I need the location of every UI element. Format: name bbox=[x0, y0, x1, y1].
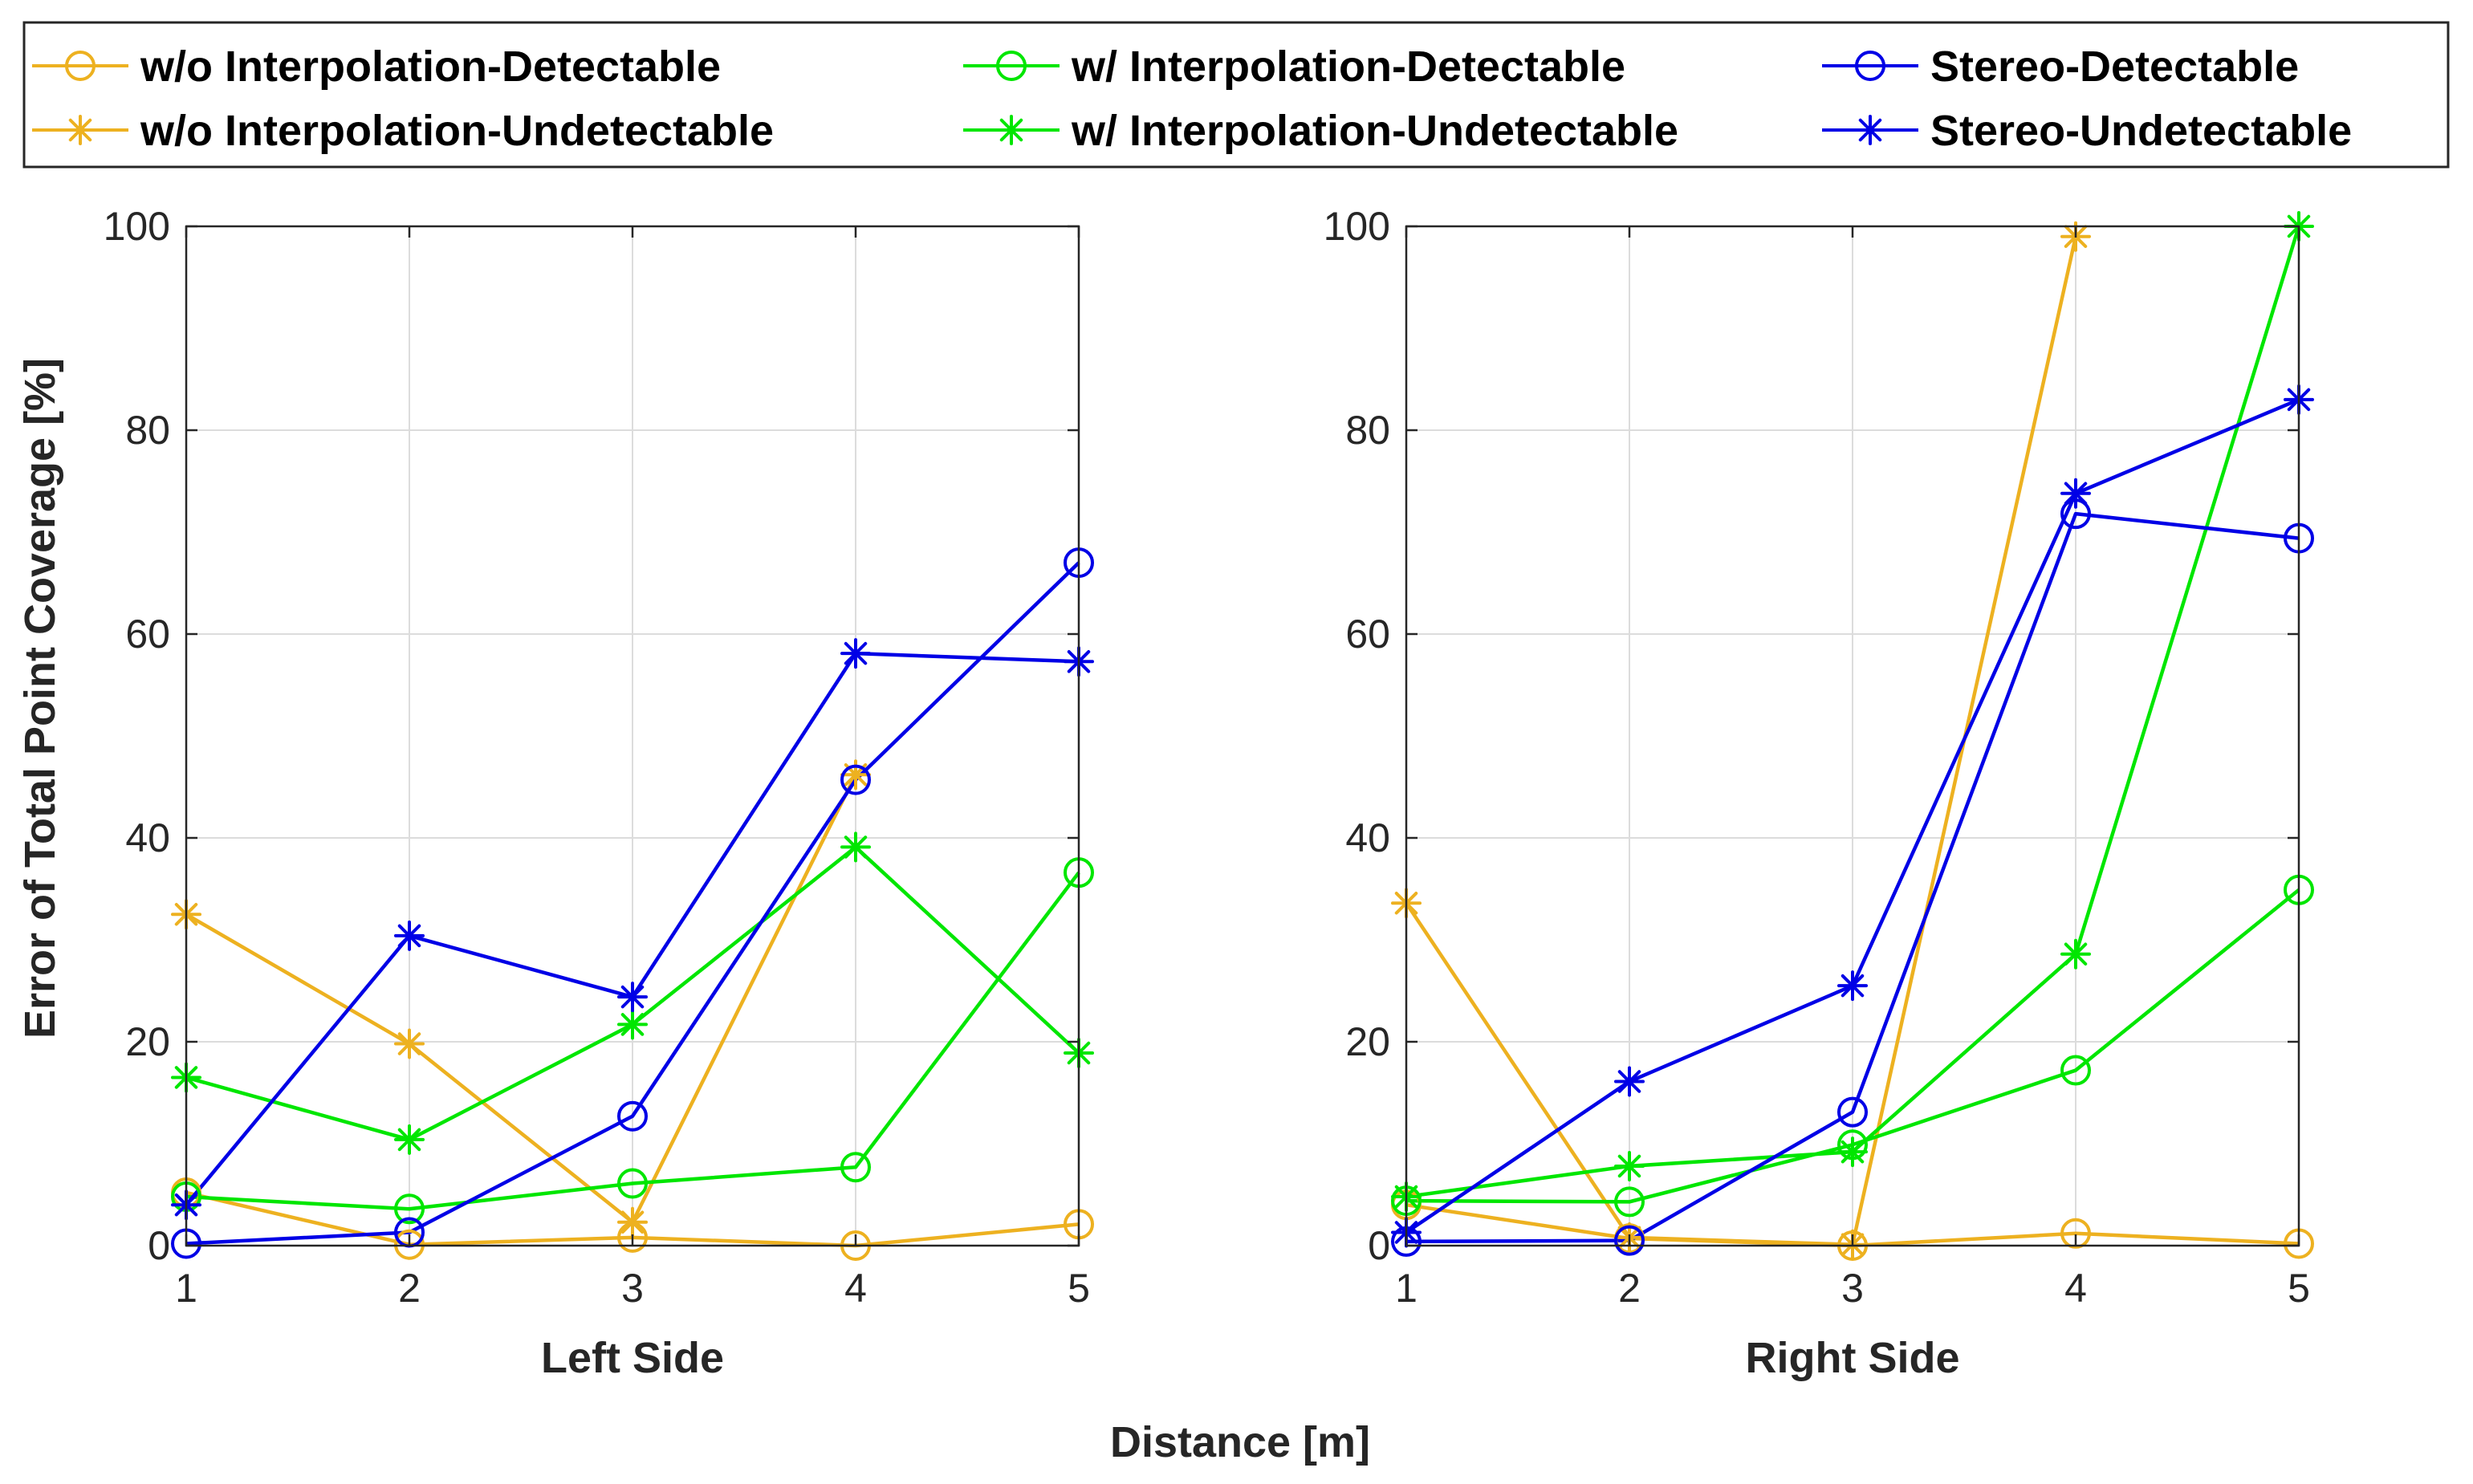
y-tick-label-60: 60 bbox=[1345, 612, 1390, 657]
panel-right: 1 2 3 4 5 0 20 40 60 80 100 Right Side bbox=[1324, 204, 2314, 1382]
y-tick-label-20: 20 bbox=[1345, 1019, 1390, 1064]
series-line-sD bbox=[185, 561, 1080, 1246]
legend-entry-woD: w/o Interpolation-Detectable bbox=[32, 43, 721, 91]
legend-label-sU: Stereo-Undetectable bbox=[1930, 107, 2352, 155]
point-wU-4 bbox=[840, 831, 871, 863]
x-tick-label-2: 2 bbox=[398, 1266, 421, 1311]
x-tick-label-4: 4 bbox=[844, 1266, 867, 1311]
point-sU-4 bbox=[840, 638, 871, 669]
x-tick-label-4: 4 bbox=[2064, 1266, 2087, 1311]
point-wU-3 bbox=[1837, 1136, 1868, 1168]
point-wD-4 bbox=[2060, 1055, 2091, 1086]
point-sU-4 bbox=[2060, 478, 2091, 509]
point-wD-2 bbox=[1614, 1186, 1645, 1218]
y-tick-label-0: 0 bbox=[148, 1223, 170, 1268]
series-line-sD bbox=[1405, 511, 2300, 1244]
point-sU-2 bbox=[394, 920, 425, 951]
point-woD-2 bbox=[394, 1229, 425, 1260]
legend-marker-wD bbox=[996, 51, 1027, 81]
point-woD-4 bbox=[2060, 1218, 2091, 1249]
point-woU-3 bbox=[617, 1206, 648, 1238]
y-tick-label-20: 20 bbox=[125, 1019, 170, 1064]
legend-label-wU: w/ Interpolation-Undetectable bbox=[1071, 107, 1678, 155]
legend-entry-sU: Stereo-Undetectable bbox=[1822, 107, 2352, 155]
legend-label-sD: Stereo-Detectable bbox=[1930, 43, 2299, 91]
x-axis-label: Distance [m] bbox=[1110, 1418, 1370, 1466]
panel-title: Right Side bbox=[1746, 1334, 1960, 1382]
x-tick-label-5: 5 bbox=[2288, 1266, 2310, 1311]
panel-title: Left Side bbox=[541, 1334, 724, 1382]
point-sD-3 bbox=[617, 1100, 648, 1132]
legend-marker-wU bbox=[996, 115, 1027, 145]
y-tick-label-40: 40 bbox=[1345, 815, 1390, 860]
point-woU-2 bbox=[394, 1028, 425, 1059]
legend-marker-sD bbox=[1855, 51, 1885, 81]
x-tick-label-3: 3 bbox=[621, 1266, 644, 1311]
point-wD-2 bbox=[394, 1193, 425, 1225]
y-tick-label-80: 80 bbox=[125, 408, 170, 453]
point-wU-3 bbox=[617, 1009, 648, 1040]
legend-entry-wU: w/ Interpolation-Undetectable bbox=[963, 107, 1678, 155]
y-tick-label-80: 80 bbox=[1345, 408, 1390, 453]
y-tick-label-0: 0 bbox=[1368, 1223, 1390, 1268]
point-sU-3 bbox=[617, 982, 648, 1013]
series-line-wD bbox=[185, 871, 1080, 1211]
point-wU-4 bbox=[2060, 938, 2091, 970]
point-sD-4 bbox=[840, 764, 871, 795]
y-axis-label: Error of Total Point Coverage [%] bbox=[16, 358, 64, 1039]
legend-entry-sD: Stereo-Detectable bbox=[1822, 43, 2299, 91]
point-sD-3 bbox=[1837, 1096, 1868, 1128]
y-tick-label-100: 100 bbox=[1324, 204, 1390, 249]
legend-marker-sU bbox=[1855, 115, 1885, 145]
point-wU-2 bbox=[1614, 1150, 1645, 1181]
series-line-woU bbox=[185, 774, 858, 1225]
legend-entries: w/o Interpolation-Detectable w/ Interpola… bbox=[32, 43, 2352, 155]
legend-marker-woU bbox=[65, 115, 96, 145]
x-tick-label-1: 1 bbox=[1395, 1266, 1418, 1311]
point-wD-3 bbox=[617, 1168, 648, 1199]
point-wD-4 bbox=[840, 1152, 871, 1183]
y-tick-label-40: 40 bbox=[125, 815, 170, 860]
legend-box bbox=[22, 21, 2450, 169]
legend-label-woU: w/o Interpolation-Undetectable bbox=[140, 107, 774, 155]
point-sU-2 bbox=[1614, 1066, 1645, 1097]
x-tick-label-3: 3 bbox=[1841, 1266, 1864, 1311]
y-tick-label-100: 100 bbox=[104, 204, 170, 249]
legend-entry-woU: w/o Interpolation-Undetectable bbox=[32, 107, 774, 155]
legend-entry-wD: w/ Interpolation-Detectable bbox=[963, 43, 1625, 91]
point-sU-3 bbox=[1837, 970, 1868, 1002]
point-wU-2 bbox=[394, 1124, 425, 1155]
x-tick-label-1: 1 bbox=[175, 1266, 197, 1311]
legend-marker-woD bbox=[65, 51, 96, 81]
x-tick-label-2: 2 bbox=[1618, 1266, 1641, 1311]
legend-label-wD: w/ Interpolation-Detectable bbox=[1071, 43, 1625, 91]
x-tick-label-5: 5 bbox=[1068, 1266, 1090, 1311]
panel-left: 1 2 3 4 5 0 20 40 60 80 100 Left Side bbox=[104, 204, 1094, 1382]
legend: w/o Interpolation-Detectable w/ Interpola… bbox=[22, 21, 2450, 169]
point-sD-2 bbox=[1614, 1225, 1645, 1256]
legend-label-woD: w/o Interpolation-Detectable bbox=[140, 43, 721, 91]
y-tick-label-60: 60 bbox=[125, 612, 170, 657]
